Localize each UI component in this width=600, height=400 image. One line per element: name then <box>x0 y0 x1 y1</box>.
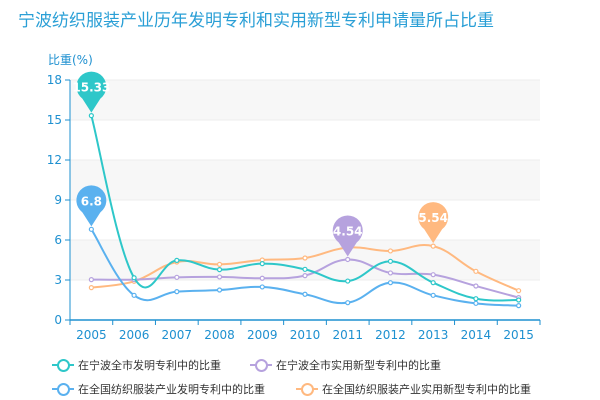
data-point <box>430 280 436 286</box>
data-point <box>387 248 394 254</box>
data-point <box>216 261 223 267</box>
y-axis-title: 比重(%) <box>48 53 93 67</box>
data-point <box>345 300 351 306</box>
data-point <box>88 277 94 283</box>
max-label: 15.33 <box>72 81 110 95</box>
grid-band <box>70 80 540 120</box>
data-point <box>302 255 308 261</box>
x-tick-label: 2014 <box>461 328 492 342</box>
data-point <box>302 273 308 279</box>
data-point <box>216 287 223 293</box>
x-tick-label: 2007 <box>162 328 193 342</box>
data-point <box>216 274 223 280</box>
data-point <box>430 292 436 298</box>
x-tick-label: 2011 <box>332 328 363 342</box>
legend-marker-icon <box>52 383 74 396</box>
legend-item-0[interactable]: 在宁波全市发明专利中的比重 <box>52 357 221 373</box>
data-point <box>88 112 94 119</box>
data-point <box>259 284 265 290</box>
x-tick-label: 2008 <box>204 328 235 342</box>
legend-label: 在宁波全市发明专利中的比重 <box>78 359 221 372</box>
y-tick-label: 12 <box>47 153 62 167</box>
x-tick-label: 2009 <box>247 328 278 342</box>
max-pin-icon <box>76 185 107 227</box>
data-point <box>131 292 137 298</box>
x-tick-label: 2012 <box>375 328 406 342</box>
grid-band <box>70 160 540 200</box>
data-point <box>259 275 265 281</box>
x-tick-label: 2015 <box>503 328 534 342</box>
max-label: 4.54 <box>333 224 363 238</box>
legend-label: 在全国纺织服装产业发明专利中的比重 <box>78 383 265 396</box>
data-point <box>387 270 394 276</box>
y-tick-label: 9 <box>54 193 62 207</box>
data-point <box>259 261 265 267</box>
y-tick-label: 18 <box>47 73 62 87</box>
max-label: 5.54 <box>418 211 448 225</box>
legend-marker-icon <box>250 359 272 372</box>
max-label: 6.8 <box>81 194 102 208</box>
data-point <box>430 272 436 278</box>
data-point <box>302 291 308 297</box>
data-point <box>174 274 180 280</box>
data-point <box>473 283 479 289</box>
series-line-0 <box>90 115 519 302</box>
data-point <box>302 266 308 272</box>
legend-item-2[interactable]: 在全国纺织服装产业发明专利中的比重 <box>52 381 265 397</box>
max-pin-icon <box>418 202 449 244</box>
legend-item-1[interactable]: 在宁波全市实用新型专利中的比重 <box>250 357 441 373</box>
data-point <box>473 296 479 302</box>
y-tick-label: 6 <box>54 233 62 247</box>
data-point <box>387 258 394 264</box>
max-pin-icon <box>332 215 363 257</box>
data-point <box>88 285 94 291</box>
data-point <box>216 267 223 273</box>
legend-label: 在全国纺织服装产业实用新型专利中的比重 <box>322 383 531 396</box>
data-point <box>516 303 522 309</box>
data-point <box>387 280 394 286</box>
y-tick-label: 3 <box>54 273 62 287</box>
y-tick-label: 15 <box>47 113 62 127</box>
y-tick-label: 0 <box>54 313 62 327</box>
x-tick-label: 2010 <box>290 328 321 342</box>
x-tick-label: 2005 <box>76 328 107 342</box>
x-tick-label: 2013 <box>418 328 449 342</box>
x-tick-label: 2006 <box>119 328 150 342</box>
legend-item-3[interactable]: 在全国纺织服装产业实用新型专利中的比重 <box>296 381 531 397</box>
legend-marker-icon <box>52 359 74 372</box>
legend-label: 在宁波全市实用新型专利中的比重 <box>276 359 441 372</box>
data-point <box>88 226 94 232</box>
legend-marker-icon <box>296 383 318 396</box>
chart-title: 宁波纺织服装产业历年发明专利和实用新型专利申请量所占比重 <box>18 11 494 31</box>
max-pin-icon <box>76 71 107 113</box>
data-point <box>516 297 522 303</box>
data-point <box>174 289 180 295</box>
data-point <box>473 300 479 306</box>
data-point <box>345 256 351 263</box>
data-point <box>174 257 180 263</box>
data-point <box>473 268 479 274</box>
data-point <box>131 275 137 281</box>
data-point <box>345 278 351 284</box>
data-point <box>516 288 522 294</box>
data-point <box>430 243 436 249</box>
